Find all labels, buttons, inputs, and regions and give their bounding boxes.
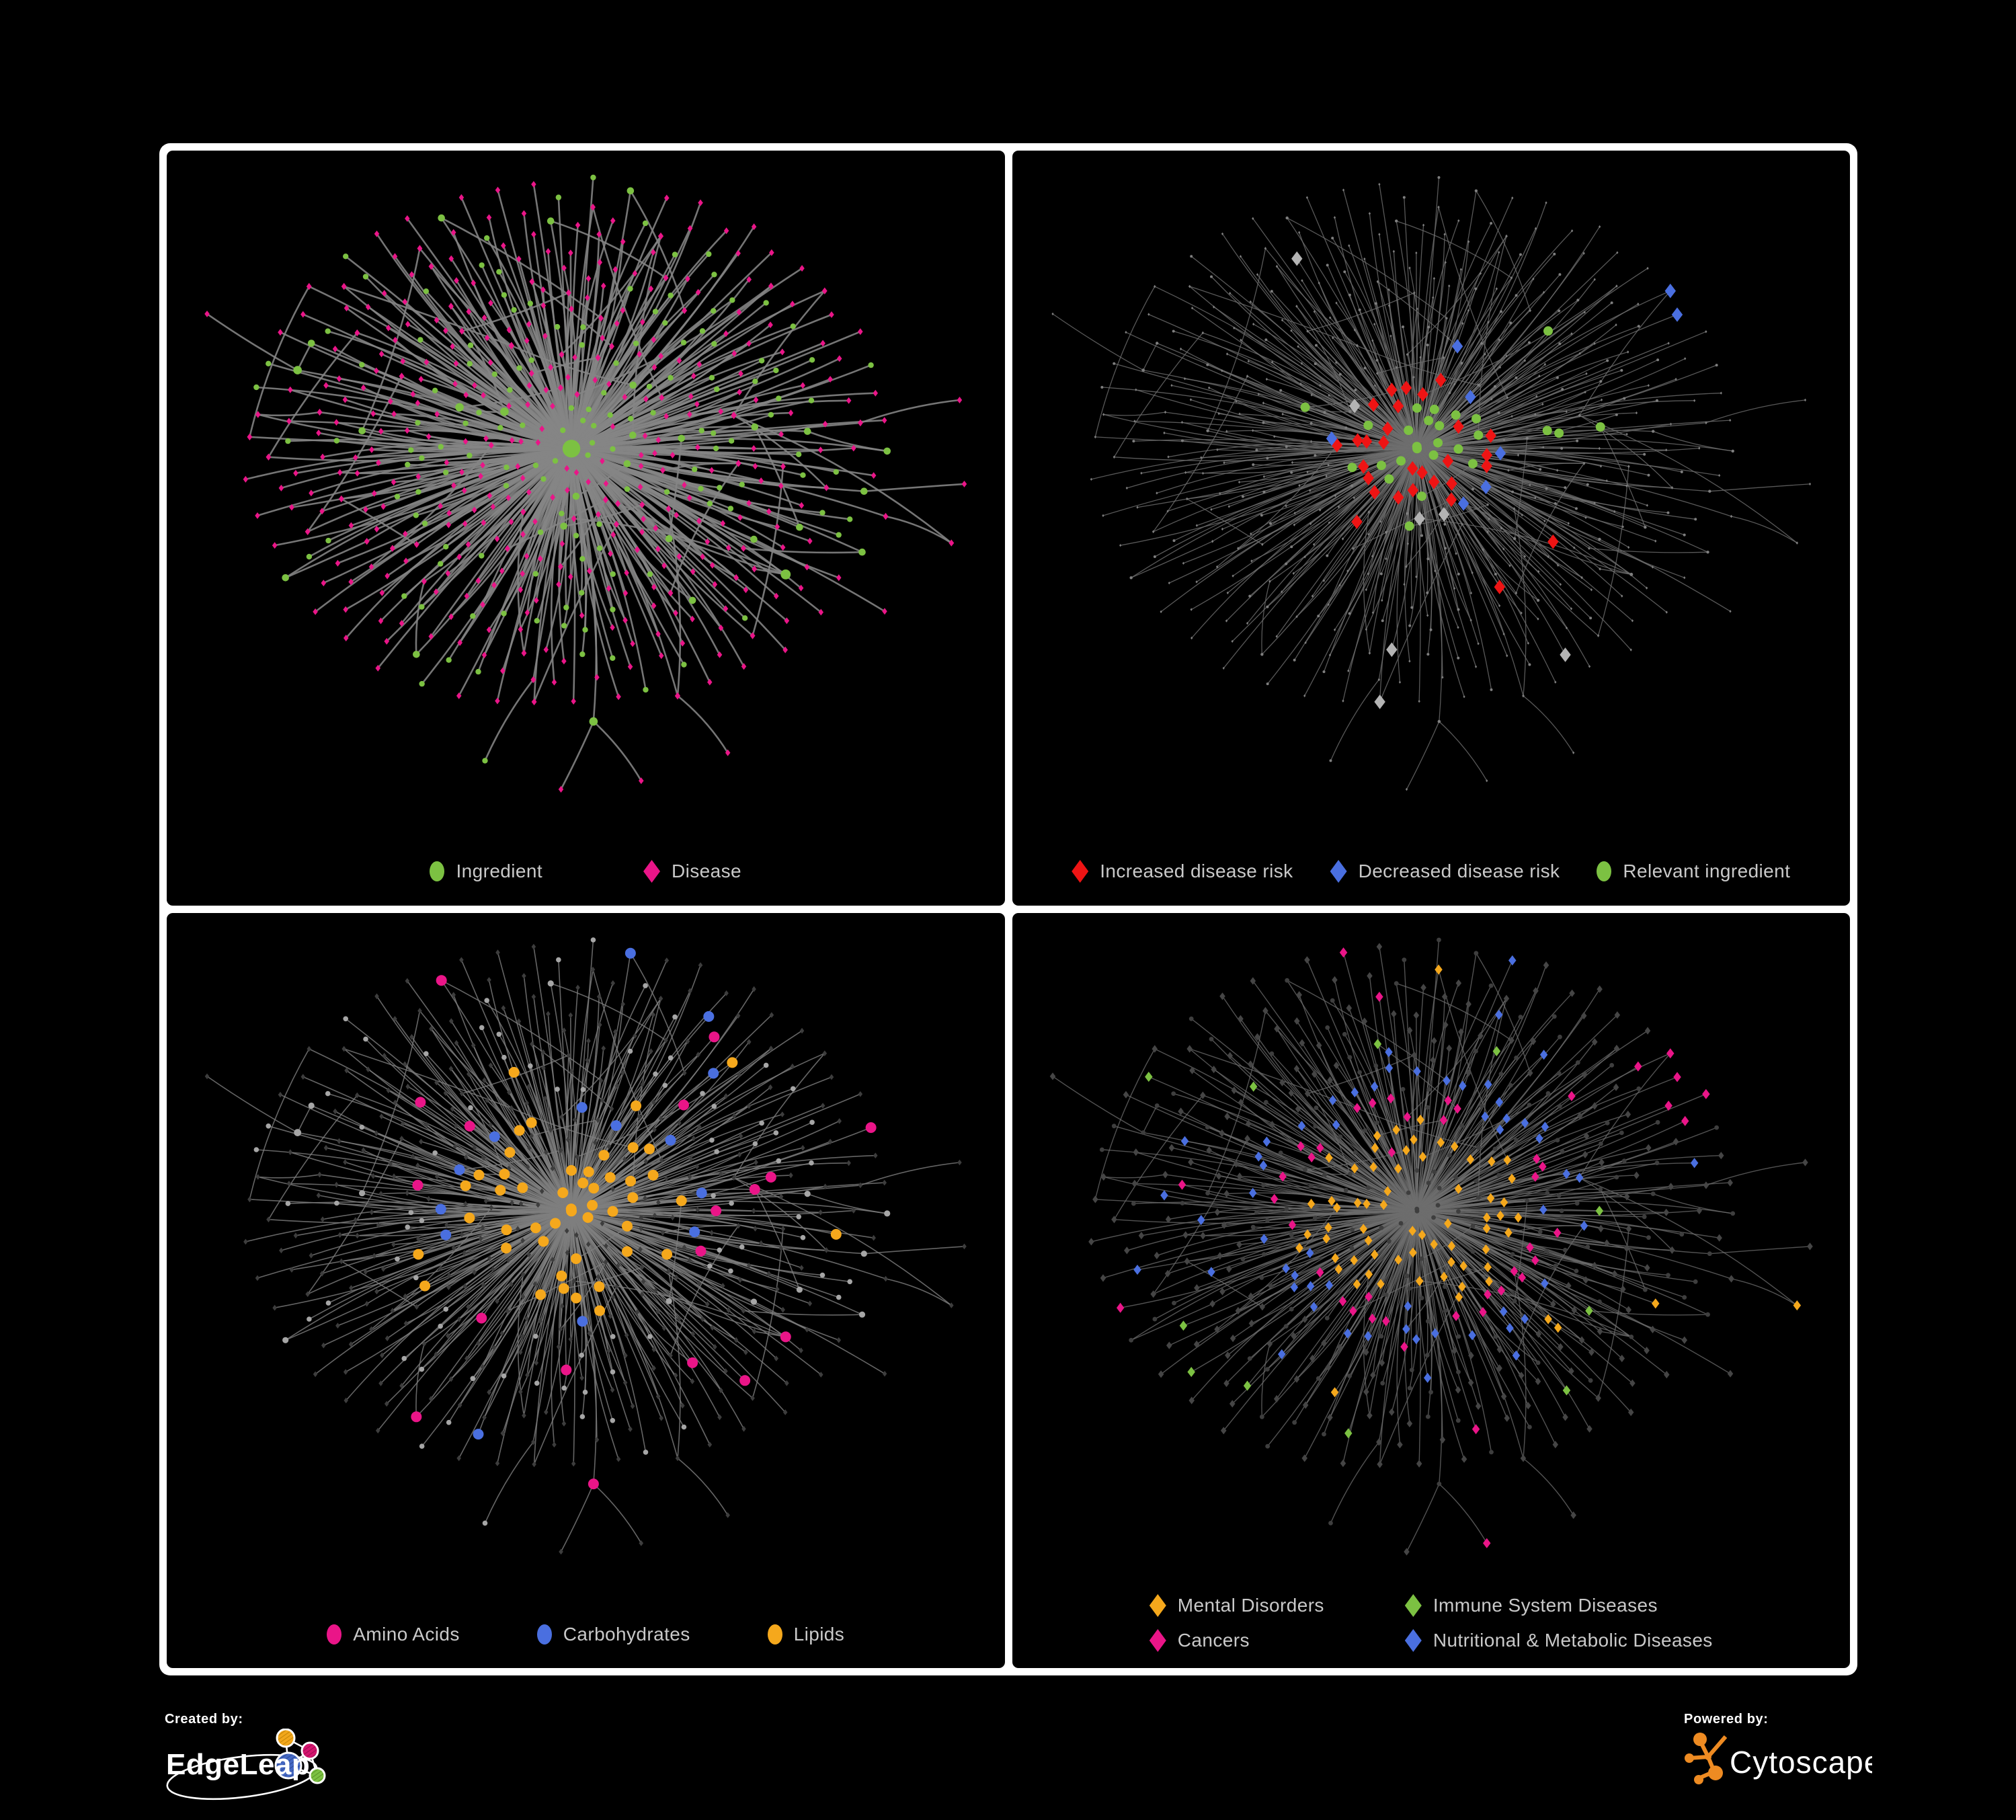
edgeleap-glyph-nodes (274, 1729, 326, 1784)
panels-grid: Ingredient Disease Increased disease risk… (159, 143, 1857, 1675)
legend-item-lipids: Lipids (767, 1624, 845, 1645)
legend-item-amino-acids: Amino Acids (327, 1624, 459, 1645)
legend-label: Nutritional & Metabolic Diseases (1433, 1630, 1713, 1651)
legend-label: Relevant ingredient (1623, 861, 1791, 881)
legend-item-ingredient: Ingredient (430, 861, 542, 882)
created-by-label: Created by: (165, 1712, 243, 1727)
legend-label: Disease (672, 861, 741, 881)
legend-item-cancers: Cancers (1149, 1629, 1324, 1652)
legend-label: Lipids (793, 1624, 845, 1645)
powered-by-label: Powered by: (1684, 1712, 1769, 1727)
edgeleap-logo: EdgeLeap (166, 1729, 326, 1801)
legend-label: Ingredient (456, 861, 543, 881)
edgeleap-wordmark: EdgeLeap (166, 1748, 310, 1781)
legend-item-relevant-ingredient: Relevant ingredient (1597, 861, 1790, 882)
edgeleap-node-blue (274, 1751, 303, 1780)
network-graph-disease-risk (1051, 176, 1811, 791)
legend-disease-risk: Increased disease risk Decreased disease … (1012, 860, 1851, 883)
circle-marker (430, 861, 445, 881)
edgeleap-node-pink (300, 1741, 319, 1760)
edgeleap-node-orange (276, 1729, 296, 1748)
circle-marker (1597, 861, 1612, 881)
circle-marker (536, 1624, 552, 1645)
diamond-marker (1330, 860, 1347, 883)
circle-marker (767, 1624, 782, 1645)
legend-item-increased-disease-risk: Increased disease risk (1072, 860, 1293, 883)
legend-item-mental-disorders: Mental Disorders (1149, 1594, 1324, 1617)
legend-label: Decreased disease risk (1358, 861, 1560, 881)
legend-label: Cancers (1177, 1630, 1250, 1651)
network-graph-ingredient-disease (204, 174, 967, 793)
legend-ingredient-disease: Ingredient Disease (167, 860, 1005, 883)
edgeleap-node-green (309, 1767, 326, 1784)
legend-disease-classes: Mental Disorders Immune System Diseases Ca… (1012, 1594, 1851, 1652)
panel-disease-classes: Mental Disorders Immune System Diseases Ca… (1012, 913, 1851, 1668)
legend-label: Mental Disorders (1177, 1595, 1324, 1616)
panel-ingredient-classes: Amino Acids Carbohydrates Lipids (167, 913, 1005, 1668)
legend-label: Carbohydrates (563, 1624, 690, 1645)
legend-item-decreased-disease-risk: Decreased disease risk (1330, 860, 1560, 883)
diamond-marker (1404, 1629, 1422, 1652)
network-graph-ingredient-classes (204, 937, 967, 1555)
legend-ingredient-classes: Amino Acids Carbohydrates Lipids (167, 1624, 1005, 1645)
legend-item-disease: Disease (643, 860, 741, 883)
powered-by-block: Powered by: Cytoscape (1684, 1712, 1872, 1789)
created-by-block: Created by: (165, 1712, 339, 1803)
legend-label: Amino Acids (353, 1624, 460, 1645)
cytoscape-glyph-nodes (1685, 1733, 1723, 1784)
legend-item-immune-system-diseases: Immune System Diseases (1404, 1594, 1713, 1617)
circle-marker (327, 1624, 342, 1645)
diamond-marker (1072, 860, 1089, 883)
cytoscape-logo: Cytoscape (1685, 1733, 1872, 1784)
legend-item-nutritional-metabolic-diseases: Nutritional & Metabolic Diseases (1404, 1629, 1713, 1652)
legend-item-carbohydrates: Carbohydrates (536, 1624, 690, 1645)
diamond-marker (643, 860, 661, 883)
diamond-marker (1404, 1594, 1422, 1617)
network-graph-disease-classes (1049, 937, 1813, 1556)
cytoscape-wordmark: Cytoscape (1730, 1745, 1872, 1780)
legend-label: Immune System Diseases (1433, 1595, 1658, 1616)
panel-ingredient-disease: Ingredient Disease (167, 151, 1005, 906)
legend-label: Increased disease risk (1100, 861, 1293, 881)
diamond-marker (1149, 1629, 1166, 1652)
panel-disease-risk: Increased disease risk Decreased disease … (1012, 151, 1851, 906)
diamond-marker (1149, 1594, 1166, 1617)
